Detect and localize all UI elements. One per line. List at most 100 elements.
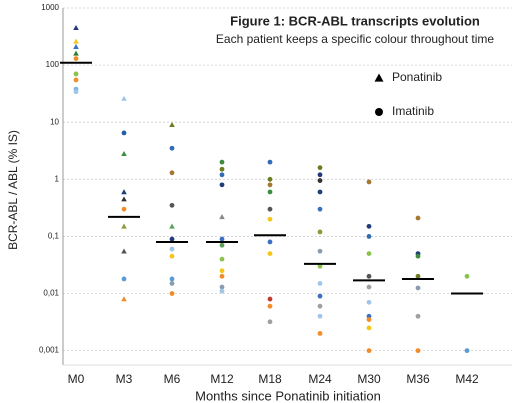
point <box>219 242 225 248</box>
point <box>415 348 421 354</box>
point <box>366 179 372 185</box>
point <box>317 206 323 212</box>
point <box>219 288 225 294</box>
y-tick-label: 0,01 <box>43 289 59 298</box>
point <box>267 182 273 188</box>
point <box>121 248 127 254</box>
point <box>73 43 79 49</box>
point <box>169 145 175 151</box>
point <box>219 284 225 290</box>
point <box>219 172 225 178</box>
point <box>73 71 79 77</box>
legend-label: Imatinib <box>392 104 434 118</box>
point <box>121 223 127 229</box>
point <box>317 229 323 235</box>
y-tick-label: 1 <box>55 174 60 183</box>
point <box>169 253 175 259</box>
point <box>317 263 323 269</box>
point <box>219 268 225 274</box>
point <box>317 248 323 254</box>
point <box>366 313 372 319</box>
point <box>366 299 372 305</box>
point <box>267 216 273 222</box>
chart-subtitle: Each patient keeps a specific colour thr… <box>216 32 494 46</box>
point <box>267 319 273 325</box>
point <box>317 281 323 286</box>
point <box>267 159 273 165</box>
point <box>464 273 470 279</box>
point <box>366 348 372 354</box>
point <box>415 253 421 259</box>
y-tick-label: 0,1 <box>48 232 60 241</box>
x-tick-label: M24 <box>308 372 332 386</box>
point <box>219 236 225 242</box>
point <box>366 284 372 290</box>
point <box>317 293 323 299</box>
x-axis-label: Months since Ponatinib initiation <box>195 388 381 403</box>
point <box>317 331 323 336</box>
point <box>169 236 175 242</box>
point <box>415 285 421 291</box>
point <box>366 234 372 239</box>
point <box>169 170 175 176</box>
point <box>73 50 79 56</box>
point <box>219 214 225 220</box>
point <box>267 296 273 302</box>
point <box>219 166 225 172</box>
legend-label: Ponatinib <box>392 70 442 84</box>
y-tick-label: 10 <box>50 117 59 126</box>
point <box>169 246 175 252</box>
y-tick-label: 100 <box>46 60 60 69</box>
x-tick-label: M6 <box>164 372 181 386</box>
point <box>121 95 127 101</box>
point <box>267 189 273 195</box>
point <box>73 25 79 31</box>
point <box>73 77 79 83</box>
x-tick-label: M0 <box>68 372 85 386</box>
point <box>121 130 127 136</box>
point <box>366 223 372 229</box>
chart-title: Figure 1: BCR-ABL transcripts evolution <box>230 13 480 28</box>
point <box>317 189 323 195</box>
point <box>169 223 175 229</box>
point <box>464 348 470 354</box>
y-tick-label: 0,001 <box>39 346 60 355</box>
point <box>121 276 127 282</box>
point <box>317 165 323 171</box>
point <box>267 206 273 212</box>
point <box>366 273 372 279</box>
point <box>169 291 175 296</box>
point <box>169 276 175 282</box>
point <box>169 202 175 208</box>
point <box>121 206 127 212</box>
point <box>415 313 421 319</box>
legend-marker <box>374 73 384 82</box>
point <box>169 122 175 128</box>
x-tick-label: M12 <box>210 372 234 386</box>
point <box>366 317 372 322</box>
point <box>366 251 372 257</box>
point <box>267 303 273 309</box>
point <box>219 273 225 279</box>
point <box>219 256 225 262</box>
point <box>267 251 273 257</box>
legend-marker <box>375 108 383 116</box>
point <box>415 215 421 221</box>
point <box>121 196 127 202</box>
point <box>267 239 273 245</box>
x-tick-label: M18 <box>258 372 282 386</box>
point <box>317 178 323 183</box>
point <box>121 189 127 195</box>
point <box>317 303 323 309</box>
point <box>121 296 127 302</box>
point <box>169 281 175 286</box>
y-tick-label: 1000 <box>41 3 59 12</box>
y-axis-label: BCR-ABL / ABL (% IS) <box>6 130 20 250</box>
point <box>317 313 323 319</box>
x-tick-label: M3 <box>116 372 133 386</box>
x-tick-label: M36 <box>406 372 430 386</box>
x-tick-label: M42 <box>455 372 479 386</box>
point <box>219 159 225 165</box>
point <box>415 273 421 279</box>
